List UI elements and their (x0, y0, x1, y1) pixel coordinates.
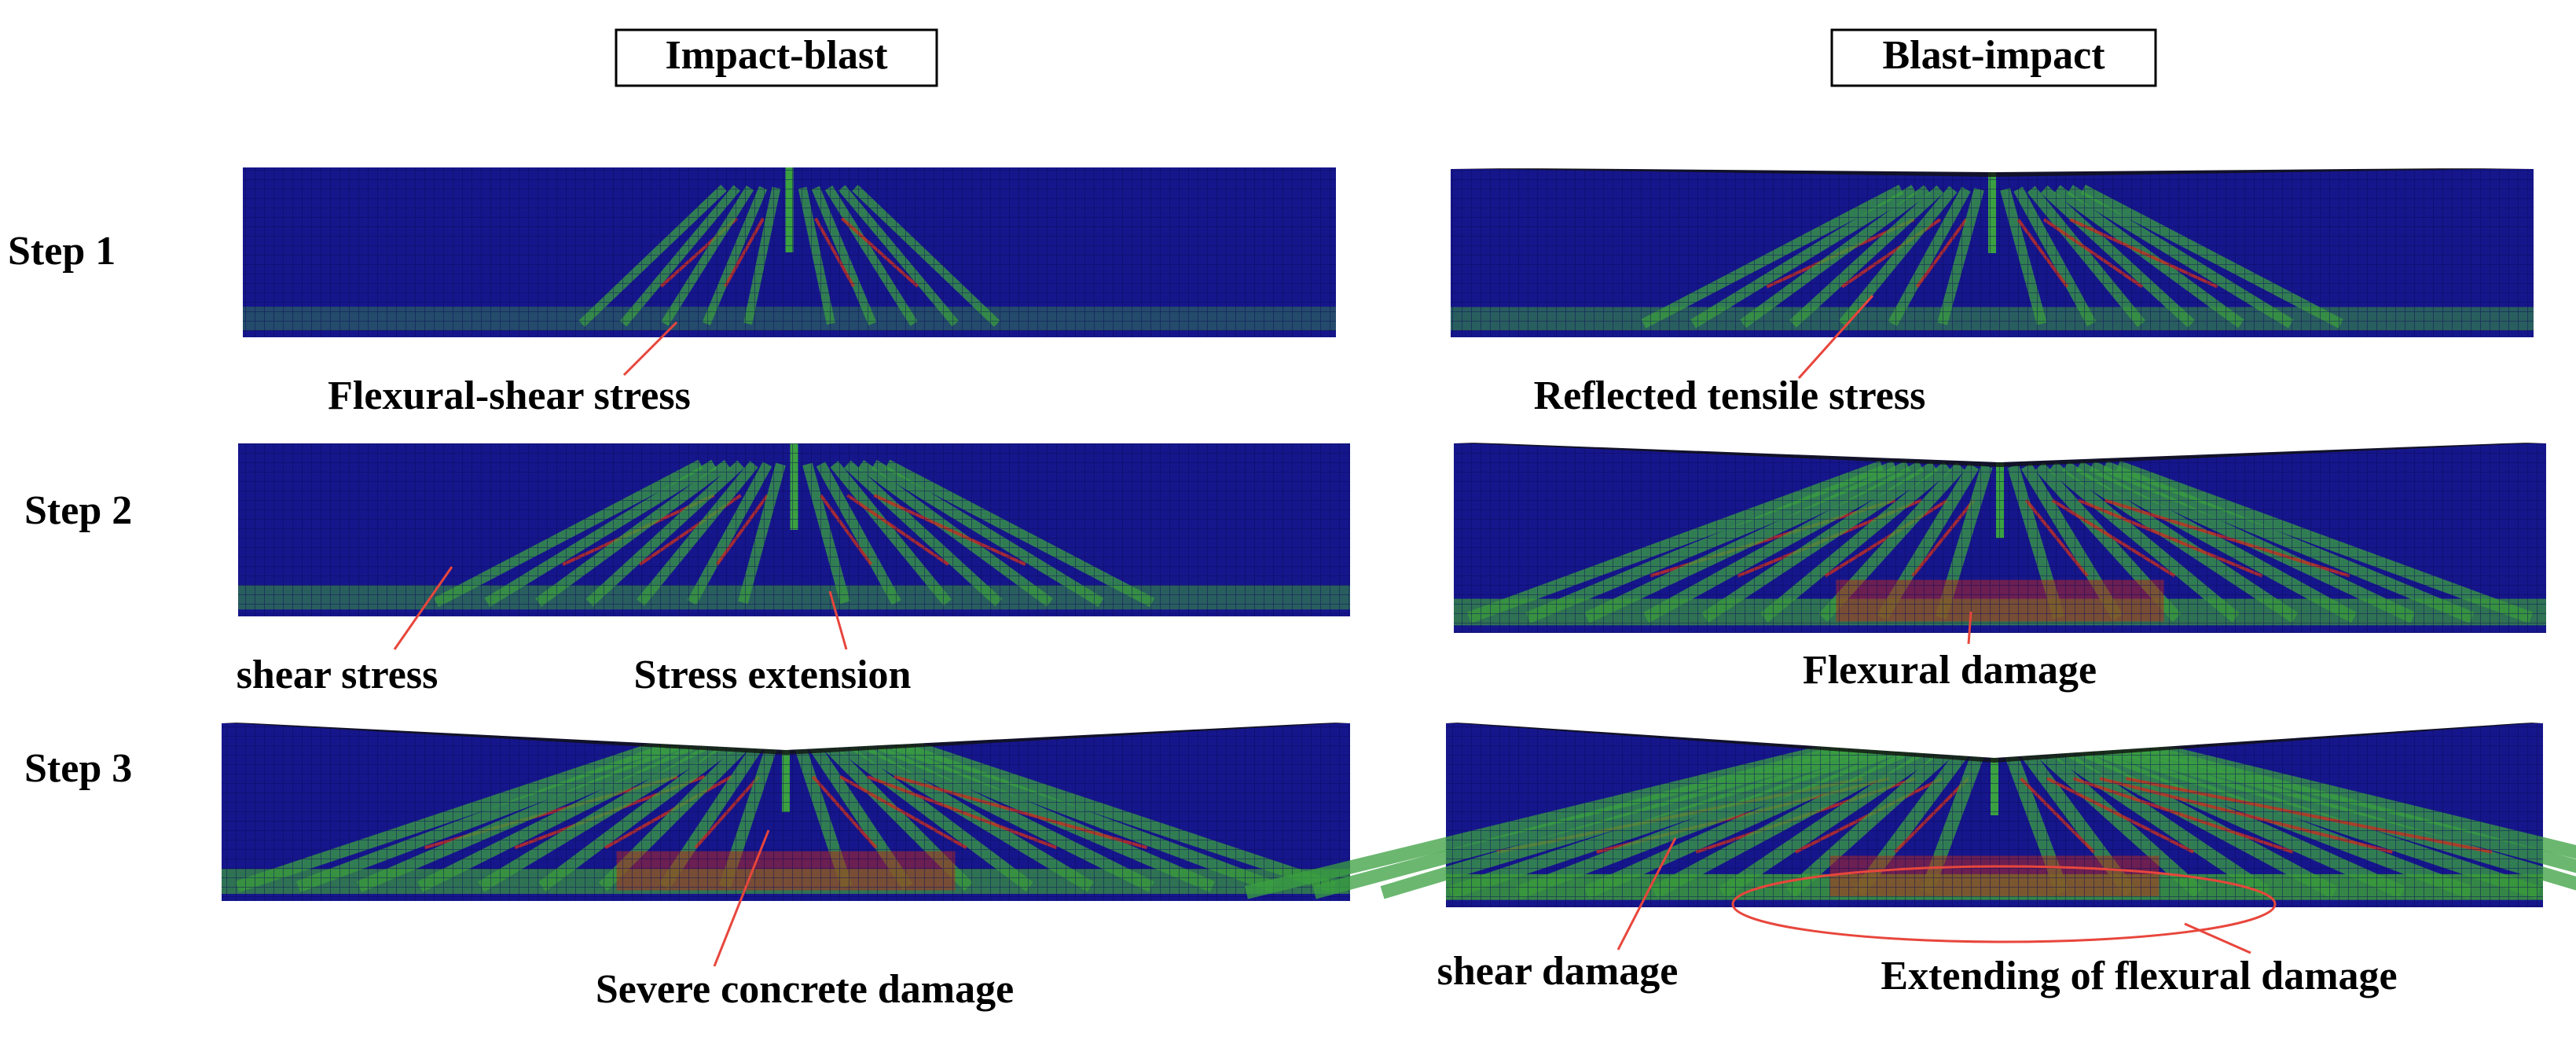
deflection-top (1451, 168, 2534, 177)
leader-line (393, 566, 453, 650)
leader-line (1967, 611, 1972, 645)
step-label: Step 1 (8, 229, 116, 274)
annotation: Flexural damage (1803, 648, 2097, 693)
leader-line (2184, 922, 2251, 954)
leader-line (1616, 837, 1677, 951)
mesh (238, 443, 1350, 616)
header-box (1830, 28, 2157, 87)
column-header: Impact-blast (665, 33, 888, 78)
annotation: Flexural-shear stress (328, 373, 691, 418)
leader-line (713, 829, 770, 967)
column-header: Blast-impact (1882, 33, 2105, 78)
deflection-gap (1454, 442, 2546, 462)
step-label: Step 3 (24, 746, 132, 791)
deflection-gap (222, 722, 1350, 750)
annotation: Stress extension (634, 653, 912, 697)
step-label: Step 2 (24, 488, 132, 533)
annotation: Reflected tensile stress (1534, 373, 1926, 418)
mesh (243, 167, 1336, 337)
beams (222, 167, 2576, 907)
mesh (1451, 169, 2534, 337)
header-box (615, 28, 938, 87)
leader-line (828, 590, 848, 650)
annotation: Severe concrete damage (596, 967, 1014, 1012)
annotation: shear damage (1437, 949, 1679, 994)
deflection-gap (1451, 167, 2534, 172)
highlight-ellipse (1731, 865, 2277, 943)
leader-line (1797, 294, 1874, 380)
mesh (1454, 443, 2546, 633)
annotation: Extending of flexural damage (1881, 954, 2397, 998)
leader-line (622, 321, 678, 377)
deflection-gap (1446, 722, 2543, 758)
annotation: shear stress (237, 653, 439, 697)
